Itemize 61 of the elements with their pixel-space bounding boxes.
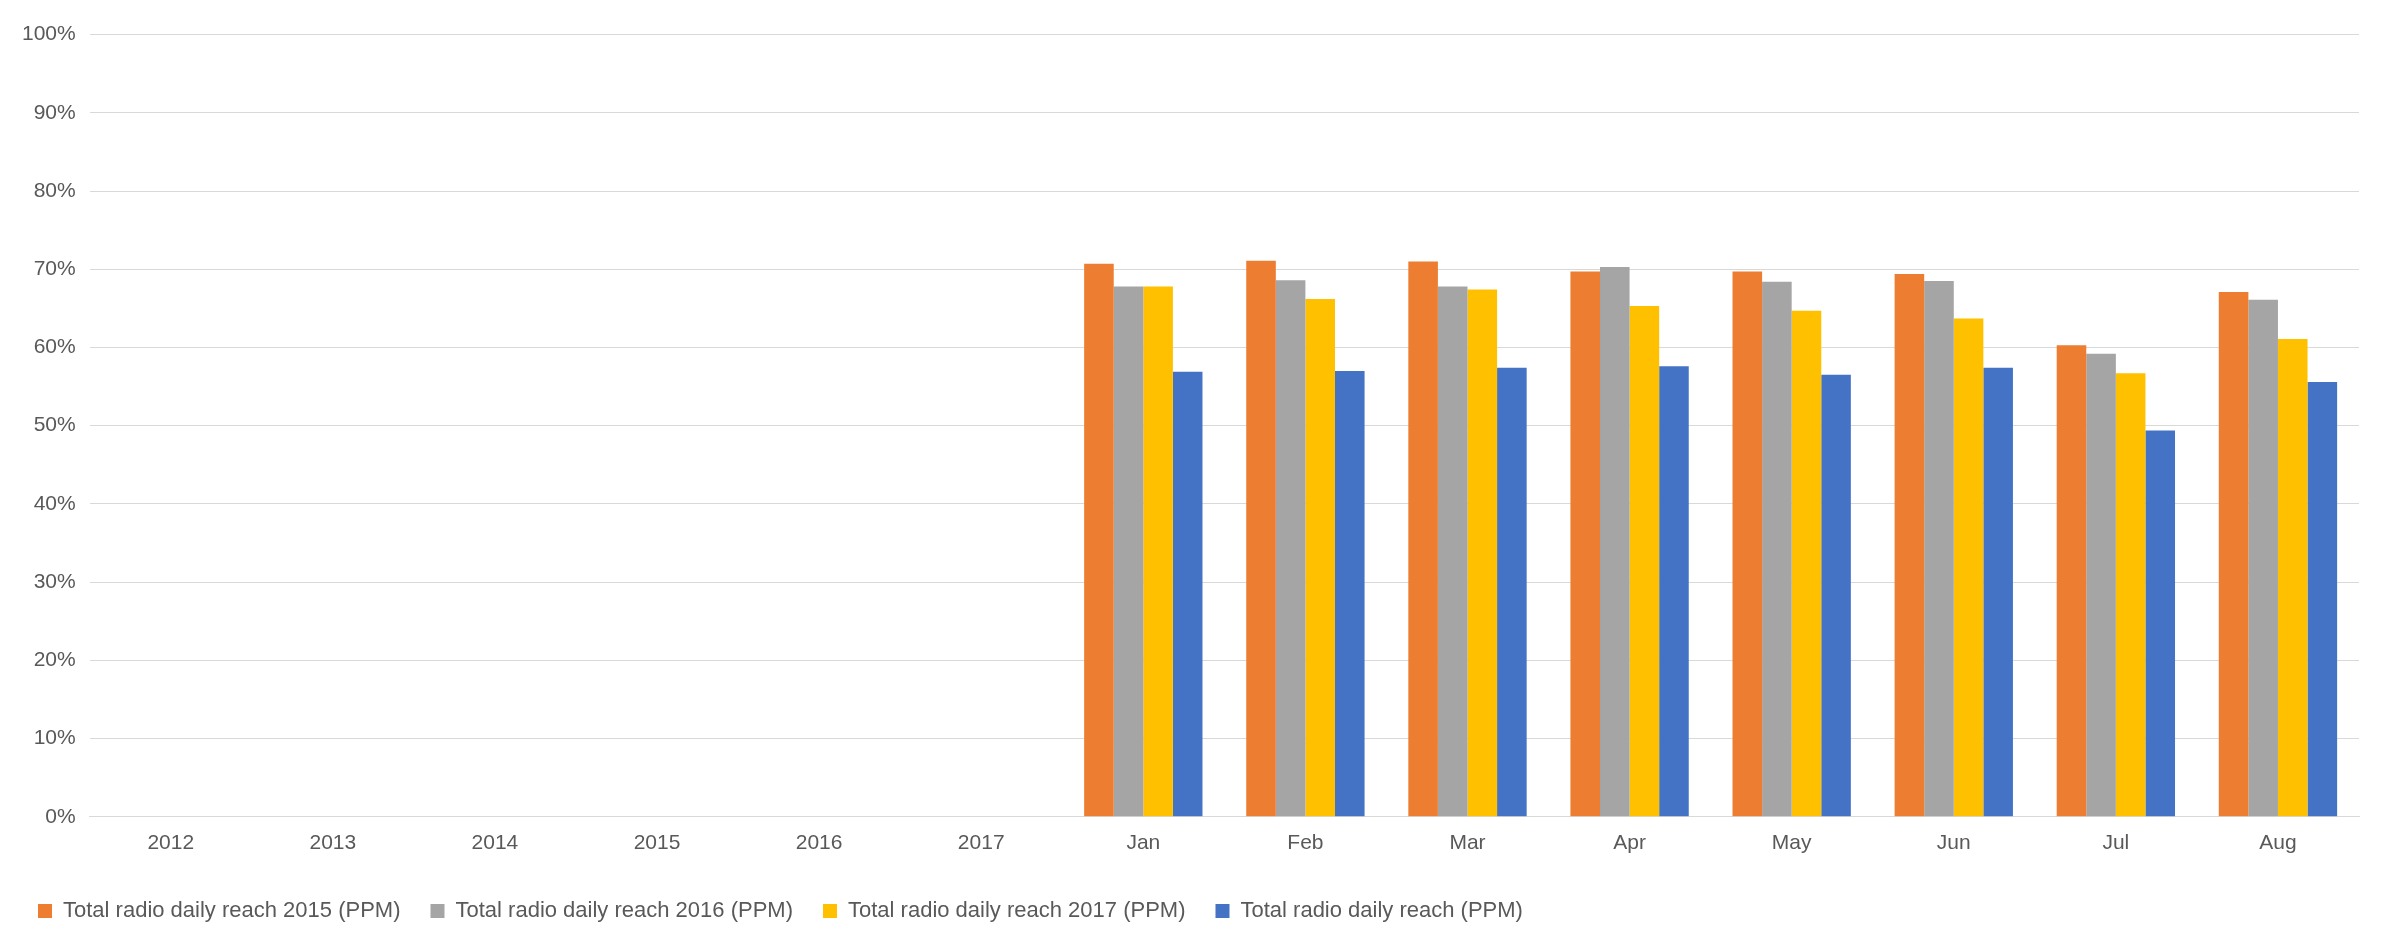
y-tick-label: 10% xyxy=(33,725,76,749)
x-tick-label: Jun xyxy=(1936,830,1971,854)
legend-label: Total radio daily reach 2017 (PPM) xyxy=(848,897,1186,923)
bar xyxy=(2145,430,2176,817)
bar xyxy=(1983,367,2013,817)
bar xyxy=(2248,299,2278,817)
bar xyxy=(1732,271,1763,817)
bar xyxy=(2056,345,2087,817)
y-tick-label: 20% xyxy=(33,647,76,671)
y-tick-label: 0% xyxy=(45,803,76,827)
x-tick-label: Mar xyxy=(1449,830,1486,854)
x-tick-label: May xyxy=(1771,830,1813,854)
bar xyxy=(1894,273,1925,817)
y-tick-label: 90% xyxy=(33,99,76,123)
x-tick-label: 2017 xyxy=(957,830,1005,854)
bar xyxy=(1659,366,1689,817)
bar xyxy=(1497,367,1527,817)
legend-label: Total radio daily reach (PPM) xyxy=(1240,897,1523,923)
y-tick-label: 30% xyxy=(33,568,76,592)
legend-label: Total radio daily reach 2016 (PPM) xyxy=(455,897,793,923)
x-tick-label: Aug xyxy=(2259,830,2297,854)
y-tick-label: 70% xyxy=(33,256,76,280)
bar xyxy=(1821,374,1851,817)
legend-label: Total radio daily reach 2015 (PPM) xyxy=(63,897,401,923)
x-tick-label: 2015 xyxy=(633,830,681,854)
x-tick-label: 2014 xyxy=(471,830,519,854)
bar xyxy=(1924,280,1954,817)
bar xyxy=(1570,271,1600,817)
bar xyxy=(2086,353,2116,817)
y-tick-label: 40% xyxy=(33,490,76,514)
bar xyxy=(1084,263,1114,817)
bar xyxy=(1334,370,1365,817)
bar xyxy=(1172,371,1203,817)
bar xyxy=(2277,338,2308,817)
bar xyxy=(1762,281,1792,817)
bar xyxy=(1437,286,1468,817)
x-tick-label: 2013 xyxy=(309,830,357,854)
bar xyxy=(1305,298,1335,817)
bar xyxy=(1143,286,1173,817)
bar xyxy=(1275,280,1306,817)
y-tick-label: 80% xyxy=(33,177,76,201)
bar xyxy=(1467,289,1498,817)
y-tick-label: 100% xyxy=(21,21,76,45)
bar xyxy=(2115,373,2146,817)
bar xyxy=(1408,261,1438,817)
bar xyxy=(1629,306,1660,817)
y-tick-label: 50% xyxy=(33,412,76,436)
bar xyxy=(2218,291,2249,817)
x-tick-label: 2012 xyxy=(147,830,195,854)
x-tick-label: Apr xyxy=(1613,830,1646,854)
x-tick-label: Jul xyxy=(2102,830,2130,854)
x-tick-label: 2016 xyxy=(795,830,843,854)
bar xyxy=(1600,266,1630,817)
bar xyxy=(1953,318,1984,817)
bar xyxy=(2307,381,2338,817)
x-tick-label: Feb xyxy=(1287,830,1324,854)
bar xyxy=(1246,260,1276,817)
y-tick-label: 60% xyxy=(33,334,76,358)
bar xyxy=(1791,310,1822,817)
x-tick-label: Jan xyxy=(1126,830,1161,854)
bar xyxy=(1113,286,1144,817)
